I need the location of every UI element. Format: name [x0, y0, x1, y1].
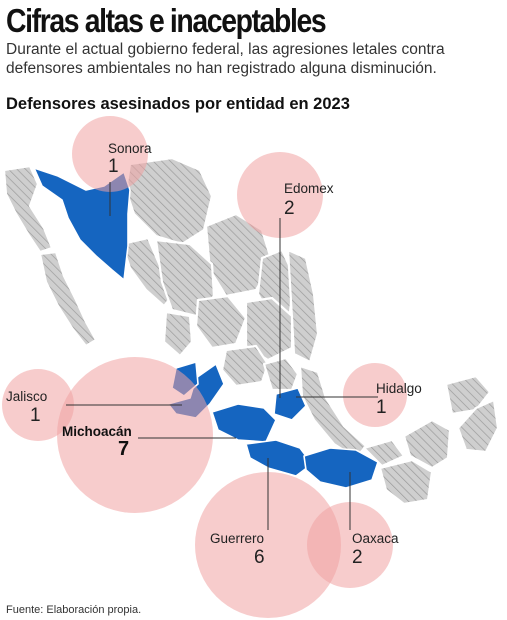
bubble-michoacan: [57, 357, 213, 513]
bubble-jalisco: [2, 369, 74, 441]
page-subtitle: Durante el actual gobierno federal, las …: [6, 41, 445, 77]
label-hidalgo: Hidalgo: [376, 381, 422, 396]
count-edomex: 2: [284, 198, 295, 219]
map-heading: Defensores asesinados por entidad en 202…: [6, 95, 350, 113]
count-sonora: 1: [108, 156, 119, 177]
state-chiapas: [378, 458, 434, 506]
label-jalisco: Jalisco: [6, 389, 47, 404]
leader-lines: [66, 182, 378, 530]
label-michoacan: Michoacán: [62, 424, 132, 439]
label-edomex: Edomex: [284, 181, 334, 196]
state-campeche: [402, 418, 452, 470]
state-zacatecas: [194, 294, 248, 350]
state-oaxaca: [303, 447, 379, 489]
state-baja-california: [2, 164, 54, 254]
other-states: [2, 156, 500, 506]
state-guerrero: [211, 403, 277, 443]
state-nayarit: [162, 310, 194, 358]
state-baja-california-sur: [38, 250, 98, 348]
label-oaxaca: Oaxaca: [352, 531, 399, 546]
count-hidalgo: 1: [376, 397, 387, 418]
page-title: Cifras altas e inaceptables: [6, 2, 327, 39]
label-guerrero: Guerrero: [210, 531, 264, 546]
state-chihuahua: [124, 156, 214, 246]
bubbles: [2, 116, 407, 618]
count-oaxaca: 2: [352, 547, 363, 568]
count-jalisco: 1: [30, 405, 41, 426]
label-sonora: Sonora: [108, 141, 152, 156]
bubble-sonora: [72, 116, 148, 192]
state-quintana-roo: [456, 398, 500, 454]
state-edomex: [273, 387, 307, 421]
count-michoacan: 7: [118, 438, 129, 460]
state-hidalgo: [262, 356, 300, 392]
state-guanajuato: [220, 344, 270, 388]
bubble-hidalgo: [343, 363, 407, 427]
source-note: Fuente: Elaboración propia.: [6, 604, 142, 616]
state-guerrero-south: [245, 439, 313, 477]
state-yucatan: [444, 374, 492, 416]
bubble-guerrero: [195, 472, 341, 618]
bubble-oaxaca: [307, 502, 393, 588]
bubble-edomex: [237, 152, 323, 238]
count-guerrero: 6: [254, 547, 265, 568]
